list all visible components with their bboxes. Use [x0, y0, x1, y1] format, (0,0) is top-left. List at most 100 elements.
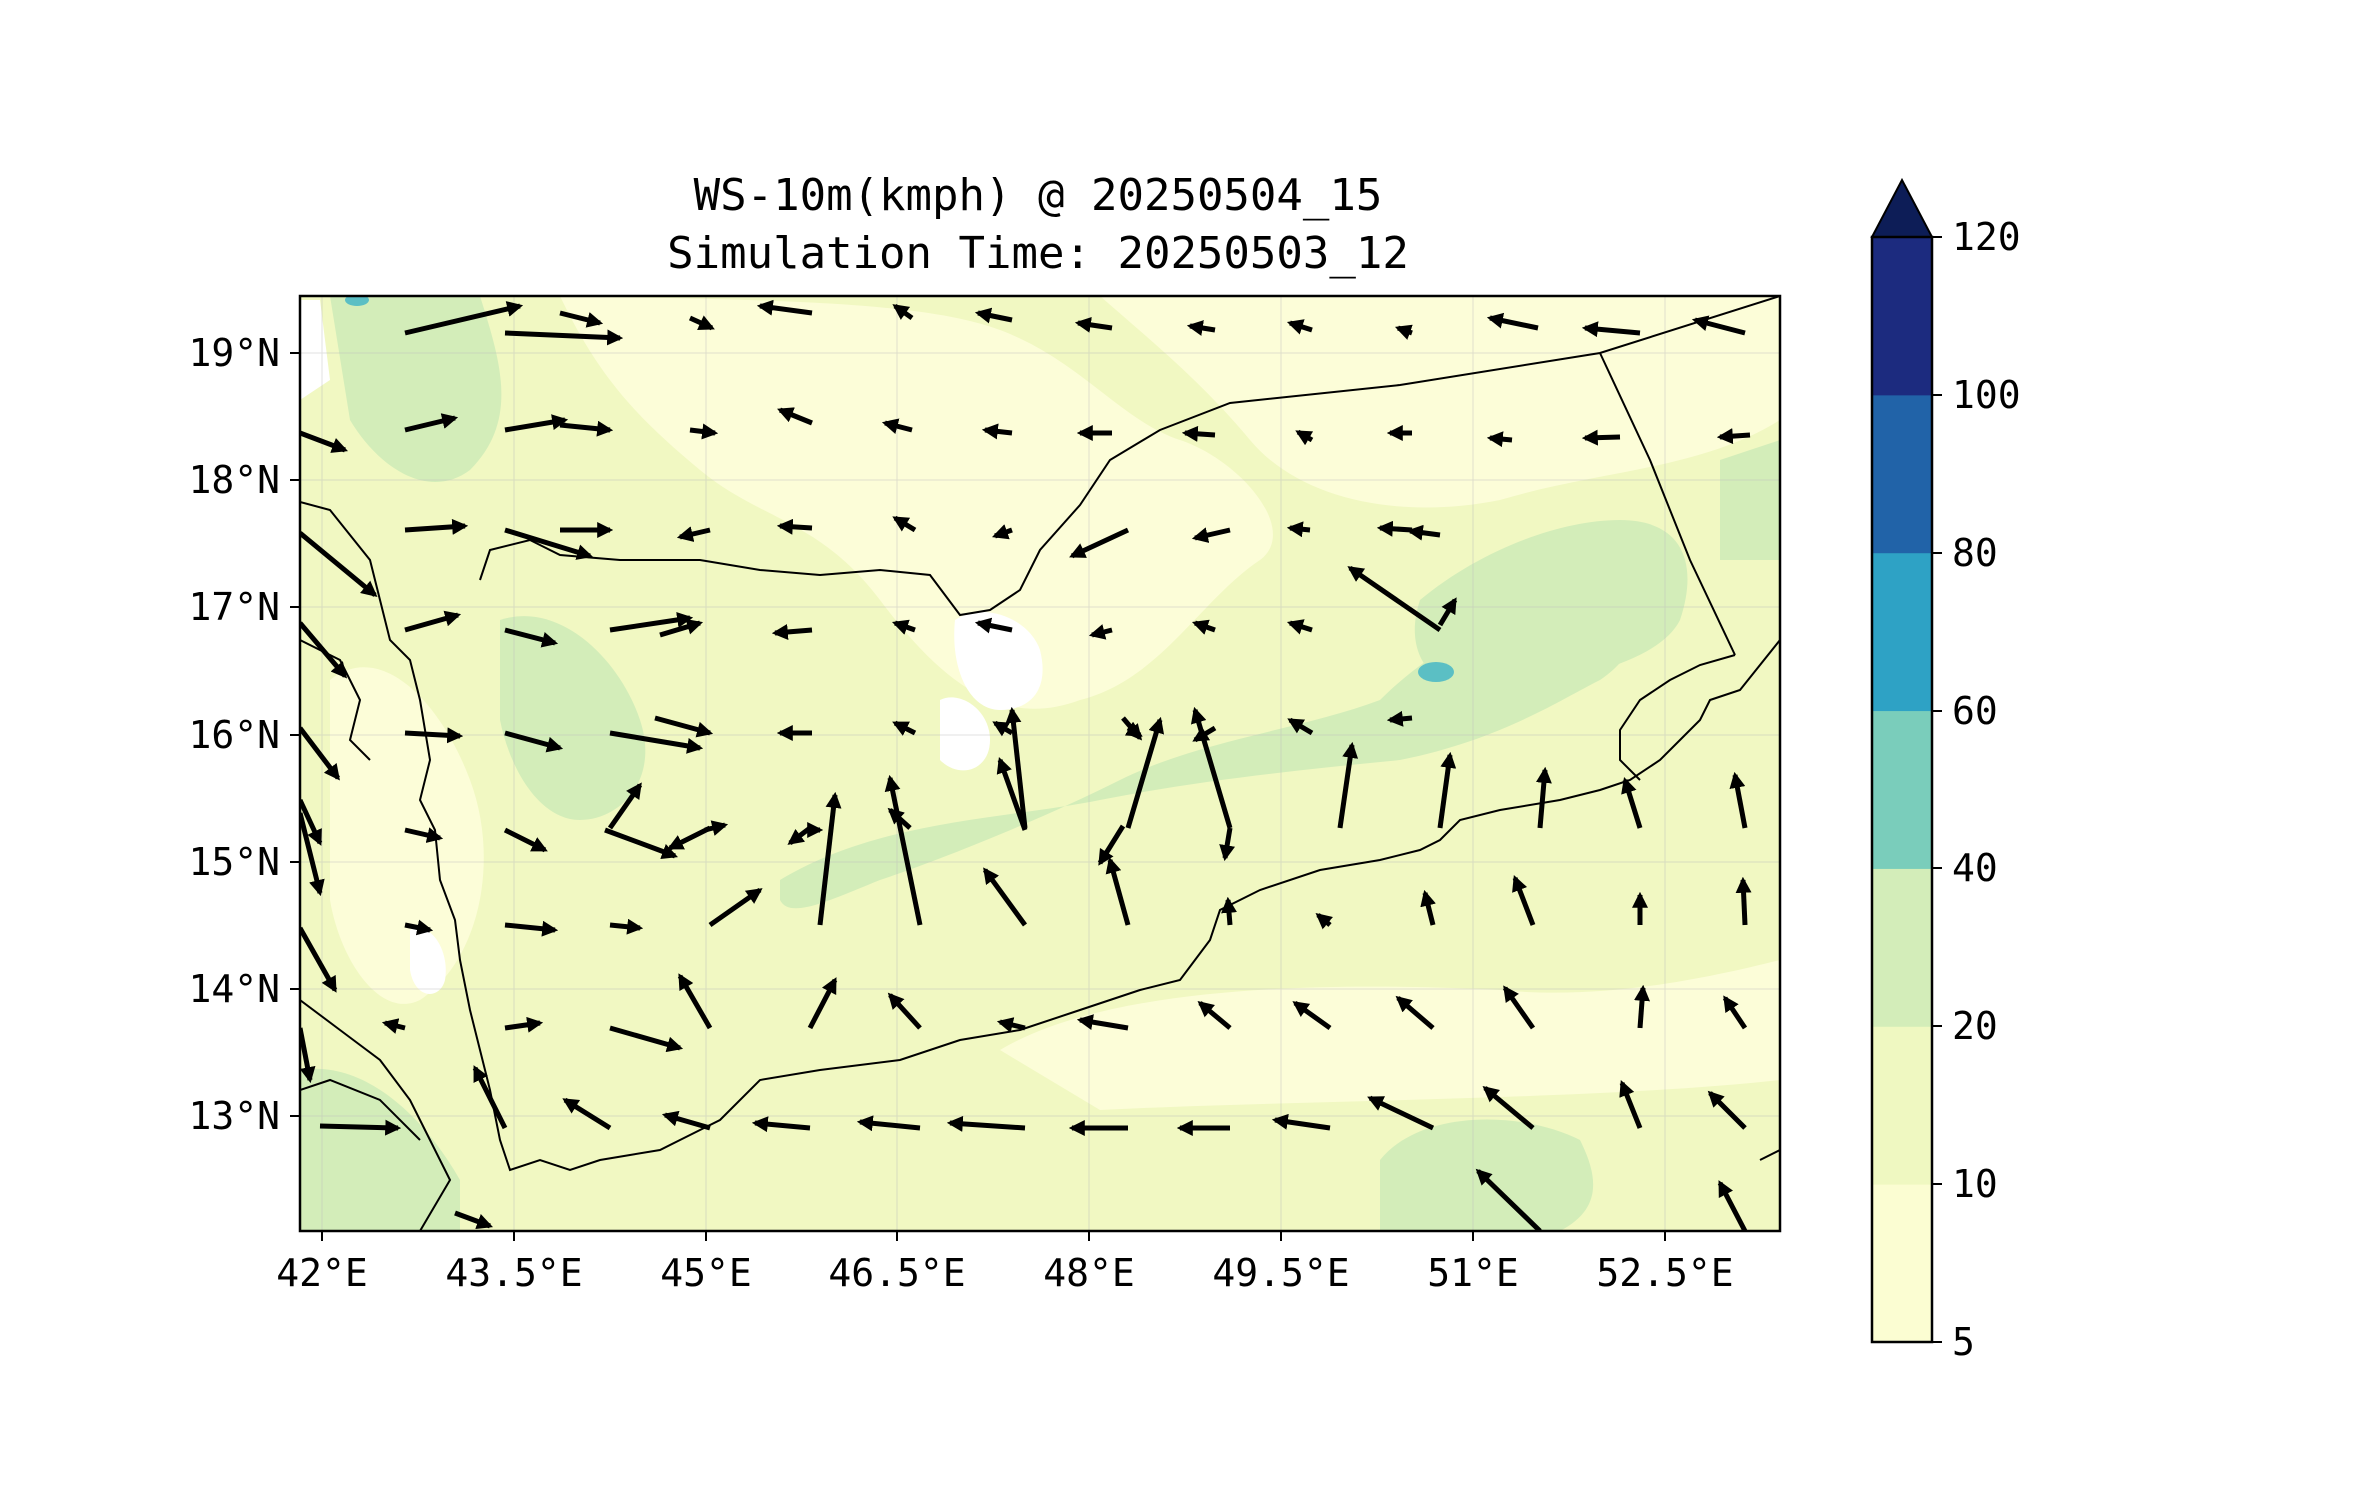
- colorbar-label: 60: [1952, 689, 1998, 733]
- wind-arrow: [504, 1016, 544, 1033]
- wind-arrow: [1337, 741, 1359, 829]
- wind-arrow: [604, 827, 678, 860]
- lat-tick-label: 19°N: [188, 331, 280, 375]
- wind-arrow: [1074, 316, 1113, 333]
- high-speed-patches: [345, 296, 1454, 682]
- wind-arrow: [654, 715, 714, 738]
- wind-arrow: [1406, 524, 1441, 541]
- wind-arrow: [1707, 1090, 1747, 1130]
- colorbar-label: 100: [1952, 373, 2021, 417]
- wind-arrow: [1005, 706, 1028, 829]
- wind-arrow: [609, 611, 694, 633]
- lat-tick-label: 16°N: [188, 713, 280, 757]
- wind-arrow: [404, 919, 434, 936]
- wind-arrow: [607, 782, 643, 830]
- wind-arrow: [404, 301, 524, 336]
- wind-arrow: [1287, 717, 1314, 736]
- wind-arrow: [504, 730, 564, 753]
- colorbar-label: 10: [1952, 1162, 1998, 1206]
- wind-arrow: [1347, 565, 1442, 633]
- wind-arrow: [807, 977, 838, 1030]
- wind-arrow: [1105, 856, 1131, 926]
- wind-arrow: [771, 623, 813, 640]
- wind-arrow: [1486, 431, 1513, 448]
- wind-arrow: [1376, 520, 1413, 537]
- wind-arrow: [609, 918, 644, 935]
- wind-arrow: [1535, 766, 1552, 829]
- wind-arrow: [562, 1097, 612, 1131]
- wind-arrow: [1619, 1080, 1643, 1129]
- wind-arrow: [974, 307, 1013, 324]
- wind-arrow: [981, 423, 1013, 440]
- wind-arrow: [504, 527, 594, 560]
- wind-arrow: [1292, 1000, 1332, 1031]
- wind-arrow: [1286, 619, 1313, 635]
- wind-arrow: [1186, 320, 1216, 336]
- colorbar-segment: [1872, 710, 1932, 869]
- colorbar-extend-triangle: [1870, 177, 1934, 238]
- wind-arrow: [1386, 710, 1413, 727]
- wind-arrow: [996, 756, 1028, 831]
- lon-tick-label: 42°E: [276, 1251, 368, 1295]
- wind-arrow: [689, 423, 719, 440]
- wind-arrow: [892, 303, 914, 321]
- wind-arrow: [1191, 619, 1216, 635]
- wind-arrow: [1634, 984, 1651, 1029]
- wind-arrow: [1722, 995, 1748, 1030]
- wind-arrow: [1315, 912, 1333, 930]
- wind-arrow: [676, 526, 711, 542]
- wind-arrow: [1191, 527, 1231, 543]
- lon-tick-label: 49.5°E: [1212, 1251, 1349, 1295]
- wind-arrow: [504, 414, 569, 433]
- wind-arrow: [1076, 1014, 1129, 1031]
- wind-arrow: [1069, 527, 1130, 559]
- colorbar-segment: [1872, 1184, 1932, 1343]
- wind-arrow: [708, 887, 763, 928]
- wind-arrow: [300, 726, 340, 781]
- title-line-1: WS-10m(kmph) @ 20250504_15: [694, 170, 1383, 221]
- colorbar-segment: [1872, 394, 1932, 554]
- lon-tick-label: 45°E: [660, 1251, 752, 1295]
- wind-arrow: [559, 310, 604, 328]
- wind-arrow: [503, 827, 548, 853]
- wind-arrow: [300, 430, 348, 453]
- lon-tick-label: 43.5°E: [445, 1251, 582, 1295]
- wind-arrow: [300, 1027, 316, 1084]
- lat-tick-label: 15°N: [188, 840, 280, 884]
- wind-arrow: [1286, 521, 1311, 538]
- wind-arrow: [1124, 721, 1143, 738]
- wind-arrow: [881, 418, 913, 434]
- wind-arrow: [1581, 429, 1621, 446]
- wind-arrow: [404, 727, 464, 744]
- wind-arrow: [1097, 824, 1126, 866]
- wind-arrow: [1394, 324, 1413, 340]
- lon-tick-label: 51°E: [1427, 1251, 1519, 1295]
- wind-arrow: [1219, 827, 1235, 862]
- wind-arrow: [992, 720, 1014, 737]
- wind-arrow: [1295, 429, 1314, 446]
- wind-arrow: [1502, 985, 1536, 1030]
- wind-arrow: [1716, 428, 1751, 445]
- colorbar-label: 40: [1952, 846, 1998, 890]
- lat-tick-label: 17°N: [188, 585, 280, 629]
- wind-arrow: [1735, 876, 1752, 926]
- wind-arrow: [1420, 889, 1436, 926]
- wind-arrow: [1486, 312, 1539, 331]
- wind-arrow: [404, 610, 462, 633]
- wind-arrow: [300, 812, 325, 897]
- wind-arrow: [991, 524, 1013, 540]
- wind-arrow: [404, 518, 469, 535]
- colorbar-segment: [1872, 237, 1932, 396]
- wind-arrow: [891, 619, 916, 635]
- map-panel: [300, 296, 1780, 1231]
- title-line-2: Simulation Time: 20250503_12: [667, 228, 1409, 279]
- wind-arrow: [1581, 321, 1641, 338]
- lat-ticks: [290, 352, 300, 1117]
- wind-arrow: [1437, 597, 1458, 627]
- wind-arrow: [982, 867, 1028, 927]
- wind-arrow: [504, 329, 624, 346]
- wind-arrow: [1221, 896, 1237, 926]
- wind-arrow: [319, 1119, 402, 1136]
- wind-arrow: [1367, 1095, 1435, 1131]
- lon-ticks: [321, 1231, 1666, 1241]
